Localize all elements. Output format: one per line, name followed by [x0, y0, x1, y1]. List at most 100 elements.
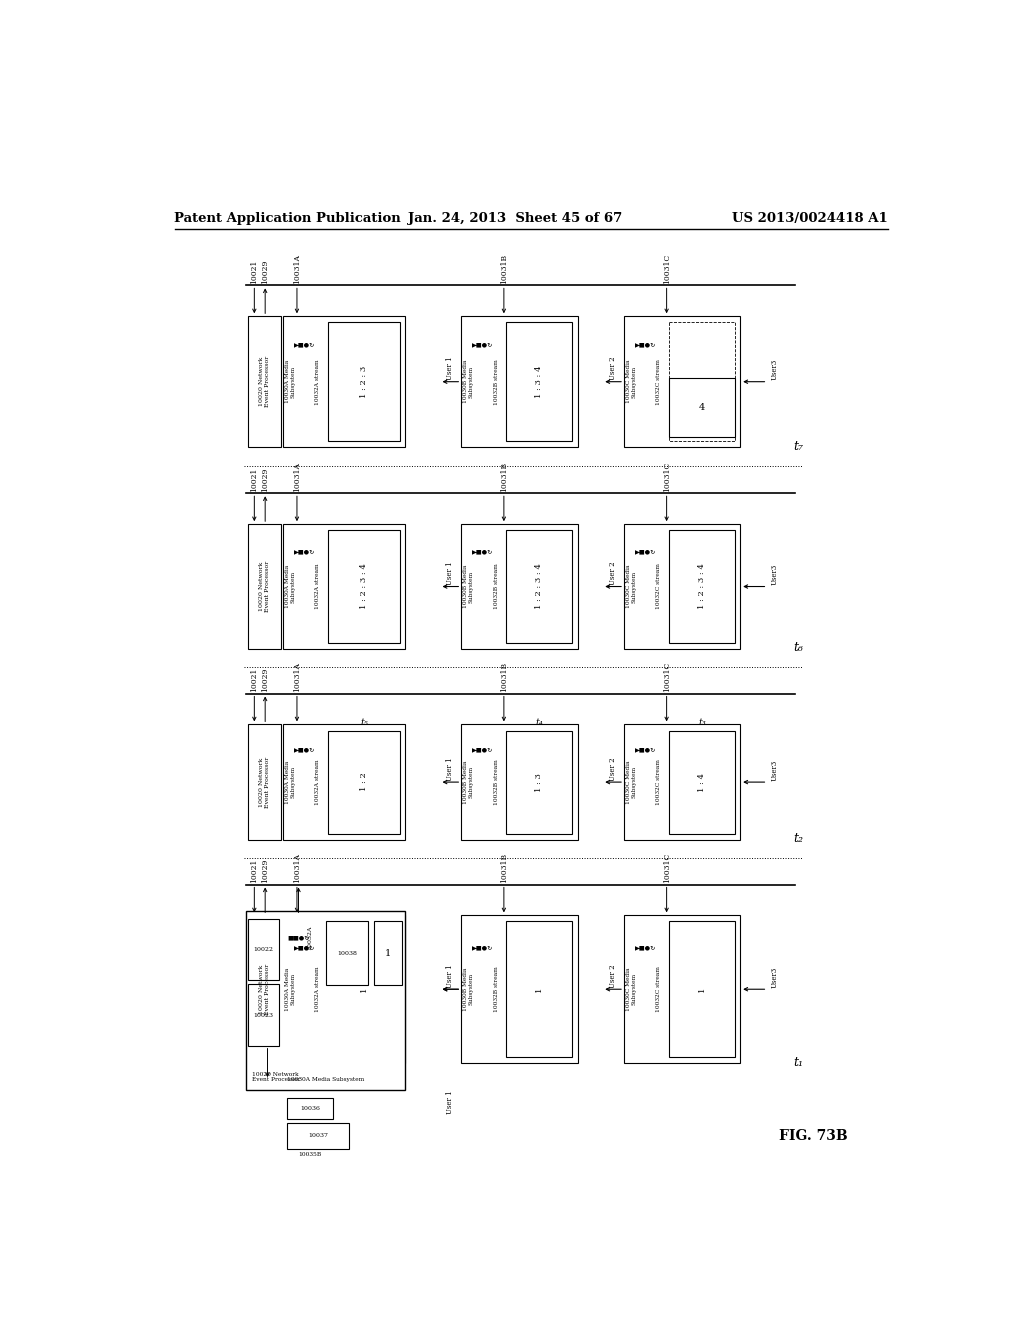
Text: User3: User3 — [770, 966, 778, 987]
Text: t₆: t₆ — [793, 642, 803, 655]
Bar — [624, 725, 740, 840]
Text: 10030C Media
Subsystem: 10030C Media Subsystem — [626, 968, 636, 1011]
Text: Patent Application Publication: Patent Application Publication — [174, 213, 401, 224]
Bar — [461, 915, 578, 1063]
Text: 10032B stream: 10032B stream — [494, 966, 499, 1012]
Text: Jan. 24, 2013  Sheet 45 of 67: Jan. 24, 2013 Sheet 45 of 67 — [409, 213, 623, 224]
Text: 10032C stream: 10032C stream — [656, 966, 662, 1012]
Bar — [461, 317, 578, 447]
Text: 10031C: 10031C — [663, 853, 671, 883]
Text: 10030B Media
Subsystem: 10030B Media Subsystem — [463, 360, 474, 404]
Bar — [624, 524, 740, 649]
Text: ▶■●↻: ▶■●↻ — [472, 549, 494, 554]
Text: 10031A: 10031A — [293, 853, 301, 883]
Text: ▶■●↻: ▶■●↻ — [472, 343, 494, 347]
Text: User 1: User 1 — [446, 756, 455, 780]
Bar — [287, 1123, 349, 1148]
Text: 1: 1 — [385, 949, 391, 958]
Text: User 2: User 2 — [609, 756, 617, 780]
Bar — [506, 730, 572, 834]
Text: 1 : 2 : 3: 1 : 2 : 3 — [360, 366, 368, 397]
Text: 10031B: 10031B — [500, 853, 508, 883]
Text: ▶■●↻: ▶■●↻ — [635, 945, 656, 950]
Text: 10035B: 10035B — [299, 1151, 322, 1156]
Bar — [375, 921, 401, 985]
Text: 10030B Media
Subsystem: 10030B Media Subsystem — [463, 565, 474, 609]
Text: t₃: t₃ — [698, 718, 706, 727]
Text: t₅: t₅ — [360, 718, 368, 727]
Bar — [283, 524, 406, 649]
Text: 10031A: 10031A — [293, 462, 301, 492]
Text: 1 : 3: 1 : 3 — [536, 772, 543, 792]
Text: 10029: 10029 — [261, 467, 269, 492]
Bar — [461, 725, 578, 840]
Text: 4: 4 — [698, 403, 705, 412]
Text: 10031B: 10031B — [500, 462, 508, 492]
Text: 10032A stream: 10032A stream — [315, 564, 321, 610]
Text: ▶■●↻: ▶■●↻ — [472, 747, 494, 752]
Text: User 1: User 1 — [446, 356, 455, 380]
Text: 10030A Media
Subsystem: 10030A Media Subsystem — [285, 565, 295, 609]
Text: FIG. 73B: FIG. 73B — [779, 1130, 848, 1143]
Text: User 2: User 2 — [609, 356, 617, 380]
Text: 10020 Network
Event Processor: 10020 Network Event Processor — [252, 1072, 300, 1082]
Bar — [624, 317, 740, 447]
Text: 10032B stream: 10032B stream — [494, 564, 499, 610]
Text: User 1: User 1 — [446, 964, 455, 987]
Text: 10020 Network
Event Processor: 10020 Network Event Processor — [259, 356, 269, 408]
Text: 10031C: 10031C — [663, 661, 671, 692]
Text: 10020 Network
Event Processor: 10020 Network Event Processor — [259, 756, 269, 808]
Text: 1: 1 — [536, 986, 543, 991]
Bar — [669, 531, 735, 643]
Bar — [326, 921, 369, 985]
Text: 10031C: 10031C — [663, 253, 671, 284]
Text: 1: 1 — [698, 986, 706, 991]
Bar — [328, 921, 400, 1057]
Text: t₂: t₂ — [793, 832, 803, 845]
Bar — [283, 915, 406, 1063]
Text: ■■●↻: ■■●↻ — [288, 935, 309, 940]
Text: 10037: 10037 — [308, 1134, 328, 1138]
Bar — [283, 317, 406, 447]
Bar — [328, 730, 400, 834]
Text: 10030B Media
Subsystem: 10030B Media Subsystem — [463, 968, 474, 1011]
Bar — [248, 317, 281, 447]
Text: 10022: 10022 — [254, 948, 273, 952]
Text: User 1: User 1 — [446, 1090, 455, 1114]
Text: 10030A Media
Subsystem: 10030A Media Subsystem — [285, 760, 295, 804]
Bar — [506, 921, 572, 1057]
Text: 10030C Media
Subsystem: 10030C Media Subsystem — [626, 565, 636, 609]
Text: t₇: t₇ — [793, 440, 803, 453]
Bar — [669, 378, 735, 437]
Text: ▶■●↻: ▶■●↻ — [294, 945, 315, 950]
Text: t₄: t₄ — [536, 718, 543, 727]
Text: 10030C Media
Subsystem: 10030C Media Subsystem — [626, 360, 636, 404]
Text: 1 : 4: 1 : 4 — [698, 772, 706, 792]
Bar — [248, 524, 281, 649]
Bar — [248, 985, 280, 1045]
Text: ▶■●↻: ▶■●↻ — [294, 343, 315, 347]
Text: 10023: 10023 — [254, 1012, 273, 1018]
Text: 10020 Network
Event Processor: 10020 Network Event Processor — [259, 964, 269, 1015]
Text: 10038: 10038 — [337, 950, 357, 956]
Text: 10032A stream: 10032A stream — [315, 966, 321, 1012]
Text: 1 : 2 : 3 : 4: 1 : 2 : 3 : 4 — [360, 564, 368, 610]
Text: User 1: User 1 — [446, 561, 455, 585]
Bar — [248, 915, 281, 1063]
Text: 10031B: 10031B — [500, 253, 508, 284]
Text: User 2: User 2 — [609, 561, 617, 585]
Text: ▶■●↻: ▶■●↻ — [635, 747, 656, 752]
Text: 10036: 10036 — [300, 1106, 321, 1111]
Bar — [328, 322, 400, 441]
Bar — [283, 725, 406, 840]
Text: 10021: 10021 — [250, 467, 258, 492]
Text: 10021: 10021 — [250, 668, 258, 692]
Text: ▶■●↻: ▶■●↻ — [294, 747, 315, 752]
Text: 1 : 2 : 3 : 4: 1 : 2 : 3 : 4 — [536, 564, 543, 610]
Text: 10032A: 10032A — [307, 925, 312, 949]
Text: 10031A: 10031A — [293, 253, 301, 284]
Bar — [287, 1098, 334, 1119]
Text: 10020 Network
Event Processor: 10020 Network Event Processor — [259, 561, 269, 612]
Text: User 2: User 2 — [609, 964, 617, 987]
Text: 10032C stream: 10032C stream — [656, 359, 662, 405]
